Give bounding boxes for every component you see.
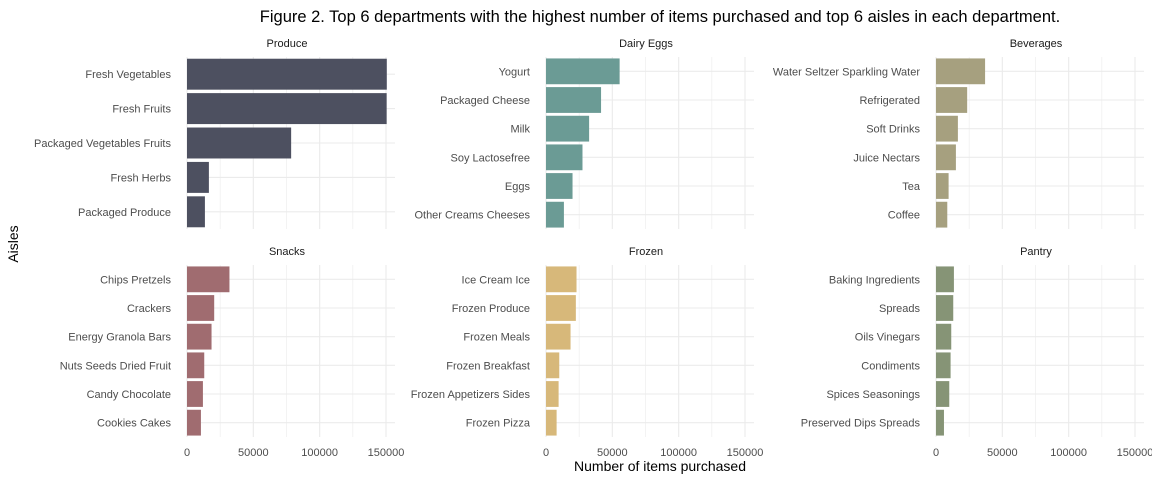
- y-tick-label: Eggs: [505, 181, 531, 193]
- bar: [546, 409, 557, 436]
- panel-dairy-eggs: Dairy Eggs Yogurt Packaged Cheese Milk Soy L…: [414, 38, 754, 229]
- y-tick-label: Condiments: [861, 360, 920, 372]
- x-tick-label: 100000: [660, 447, 697, 459]
- y-tick-label: Spreads: [879, 303, 920, 315]
- bar: [187, 58, 387, 90]
- bar: [187, 161, 209, 193]
- bar: [936, 144, 956, 171]
- facet-label: Pantry: [1020, 246, 1052, 258]
- x-tick-label: 150000: [727, 447, 764, 459]
- x-tick-label: 150000: [368, 447, 405, 459]
- panel-produce: Produce Fresh Vegetables Fresh Fruits Packa…: [34, 38, 395, 229]
- y-tick-label: Crackers: [127, 303, 172, 315]
- y-tick-label: Packaged Produce: [78, 207, 171, 219]
- x-tick-label: 0: [933, 447, 939, 459]
- y-tick-label: Chips Pretzels: [100, 274, 171, 286]
- y-tick-label: Nuts Seeds Dried Fruit: [60, 360, 171, 372]
- y-tick-label: Tea: [902, 181, 921, 193]
- bar: [546, 266, 577, 293]
- y-tick-label: Energy Granola Bars: [68, 332, 171, 344]
- bar: [546, 58, 620, 85]
- y-tick-label: Packaged Vegetables Fruits: [34, 138, 171, 150]
- chart-title: Figure 2. Top 6 departments with the hig…: [260, 8, 1060, 26]
- bar: [187, 127, 292, 159]
- y-tick-label: Preserved Dips Spreads: [801, 418, 921, 430]
- y-tick-label: Fresh Vegetables: [85, 69, 171, 81]
- y-tick-label: Spices Seasonings: [826, 389, 920, 401]
- y-tick-label: Fresh Herbs: [110, 172, 171, 184]
- y-tick-label: Candy Chocolate: [87, 389, 171, 401]
- y-tick-label: Cookies Cakes: [97, 418, 171, 430]
- bar: [546, 352, 560, 379]
- panel-beverages: Beverages Water Seltzer Sparkling Water Re…: [773, 38, 1144, 229]
- bar: [936, 409, 944, 436]
- bar: [936, 266, 954, 293]
- panel-frozen: Frozen Ice Cream Ice Frozen Produce Frozen …: [411, 246, 764, 459]
- y-tick-label: Juice Nectars: [853, 152, 920, 164]
- y-tick-label: Fresh Fruits: [112, 104, 171, 116]
- bar: [187, 295, 215, 321]
- x-tick-label: 50000: [238, 447, 269, 459]
- y-tick-label: Soft Drinks: [866, 124, 920, 136]
- bar: [187, 352, 205, 379]
- panel-pantry: Pantry Baking Ingredients Spreads Oils Vine…: [801, 246, 1152, 459]
- x-axis-title: Number of items purchased: [574, 458, 746, 474]
- bar: [936, 115, 958, 142]
- y-tick-label: Frozen Meals: [463, 332, 530, 344]
- bar: [546, 323, 571, 350]
- bar: [187, 266, 230, 293]
- y-tick-label: Milk: [510, 124, 530, 136]
- y-tick-label: Oils Vinegars: [855, 332, 921, 344]
- y-tick-label: Other Creams Cheeses: [414, 210, 530, 222]
- bar: [546, 295, 576, 321]
- bar: [936, 87, 968, 113]
- y-tick-label: Yogurt: [499, 66, 530, 78]
- bar: [546, 87, 602, 113]
- y-tick-label: Frozen Produce: [452, 303, 530, 315]
- y-axis-title: Aisles: [5, 225, 21, 262]
- bar: [936, 381, 950, 407]
- x-tick-label: 0: [184, 447, 190, 459]
- bar: [936, 352, 951, 379]
- y-tick-label: Frozen Breakfast: [446, 360, 530, 372]
- bar: [546, 173, 573, 199]
- y-tick-label: Water Seltzer Sparkling Water: [773, 66, 920, 78]
- y-tick-label: Refrigerated: [859, 95, 920, 107]
- x-tick-label: 100000: [1050, 447, 1087, 459]
- bar: [936, 58, 986, 85]
- bar: [936, 323, 952, 350]
- bar: [936, 173, 949, 199]
- bar: [546, 144, 583, 171]
- bar: [187, 409, 201, 436]
- facet-label: Beverages: [1010, 38, 1063, 50]
- y-tick-label: Ice Cream Ice: [462, 274, 530, 286]
- x-tick-label: 50000: [987, 447, 1018, 459]
- panels-group: Produce Fresh Vegetables Fresh Fruits Packa…: [34, 38, 1152, 459]
- panel-snacks: Snacks Chips Pretzels Crackers Energy Grano…: [60, 246, 405, 459]
- bar: [546, 201, 564, 228]
- bar: [187, 381, 203, 407]
- x-tick-label: 150000: [1117, 447, 1152, 459]
- bar: [546, 115, 590, 142]
- facet-label: Dairy Eggs: [619, 38, 673, 50]
- y-tick-label: Frozen Pizza: [466, 418, 531, 430]
- y-tick-label: Packaged Cheese: [440, 95, 530, 107]
- facet-label: Snacks: [269, 246, 306, 258]
- y-tick-label: Baking Ingredients: [829, 274, 921, 286]
- x-tick-label: 100000: [301, 447, 338, 459]
- bar: [187, 93, 387, 125]
- bar: [187, 196, 205, 228]
- bar: [936, 295, 954, 321]
- x-tick-label: 0: [543, 447, 549, 459]
- y-tick-label: Coffee: [888, 210, 920, 222]
- y-tick-label: Frozen Appetizers Sides: [411, 389, 531, 401]
- facet-label: Frozen: [629, 246, 663, 258]
- y-tick-label: Soy Lactosefree: [451, 152, 531, 164]
- bar: [187, 323, 212, 350]
- bar: [546, 381, 559, 407]
- facet-label: Produce: [267, 38, 308, 50]
- x-tick-label: 50000: [597, 447, 628, 459]
- bar: [936, 201, 948, 228]
